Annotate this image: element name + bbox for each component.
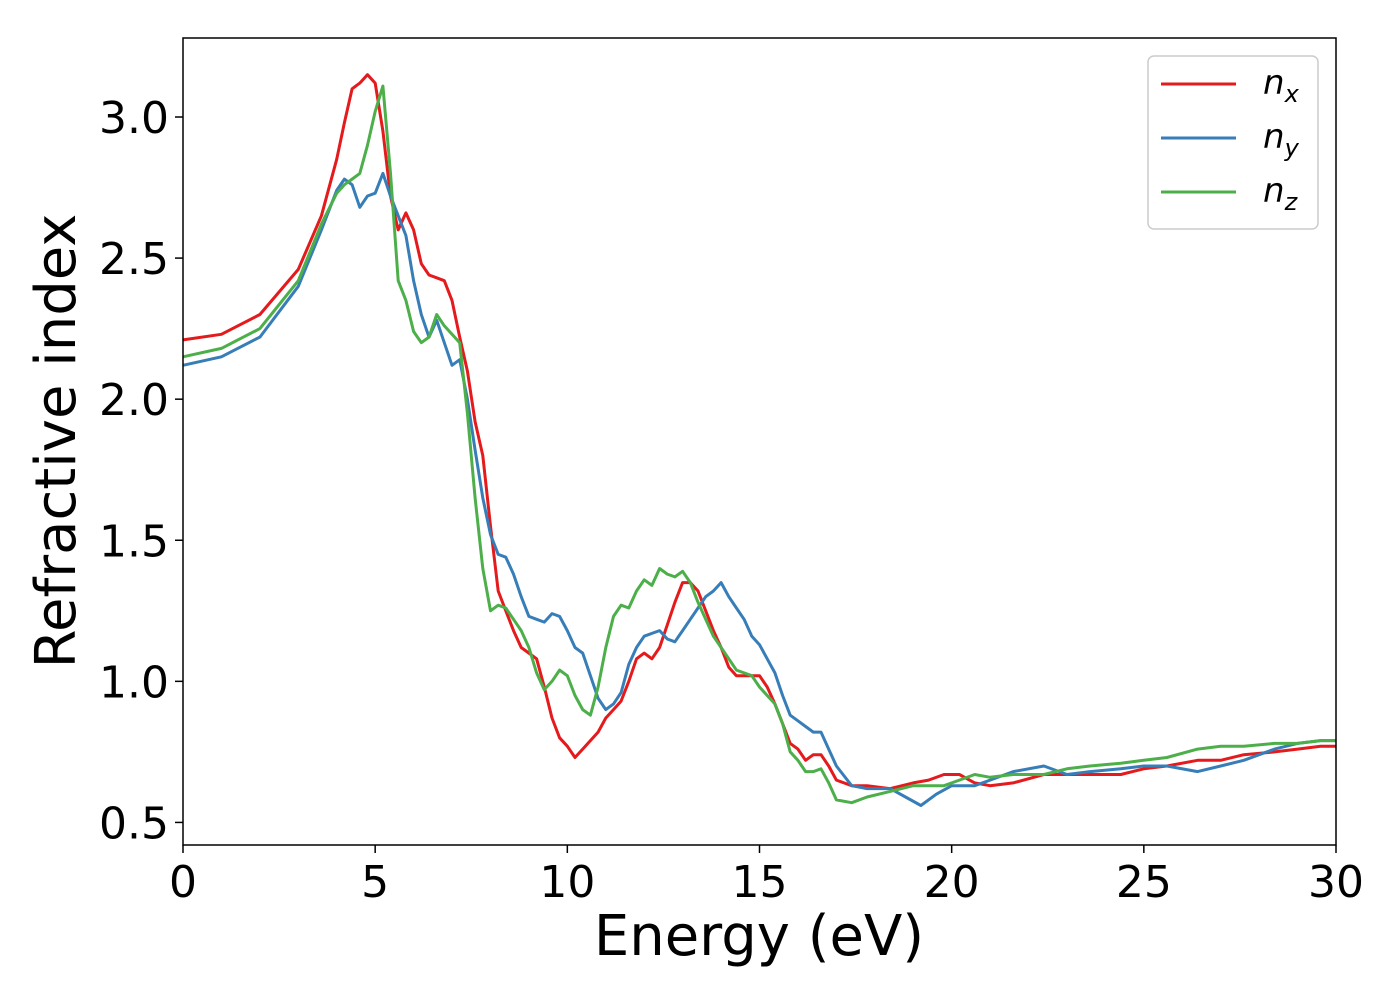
x-axis-ticks: 0 5 10 15 20 25 30 bbox=[169, 845, 1364, 908]
x-tick-label: 25 bbox=[1116, 857, 1172, 908]
y-tick-label: 1.0 bbox=[99, 657, 169, 708]
series-line-nx bbox=[182, 73, 1336, 791]
x-tick-label: 20 bbox=[924, 857, 980, 908]
series-line-ny bbox=[182, 171, 1336, 807]
x-tick-label: 0 bbox=[169, 857, 197, 908]
y-axis-label: Refractive index bbox=[24, 214, 89, 669]
y-tick-label: 1.5 bbox=[99, 516, 169, 567]
series-lines bbox=[182, 73, 1336, 807]
y-tick-label: 0.5 bbox=[99, 798, 169, 849]
x-tick-label: 5 bbox=[361, 857, 389, 908]
y-axis-ticks: 0.5 1.0 1.5 2.0 2.5 3.0 bbox=[99, 93, 183, 849]
x-tick-label: 10 bbox=[539, 857, 595, 908]
x-tick-label: 15 bbox=[732, 857, 788, 908]
y-tick-label: 2.5 bbox=[99, 234, 169, 285]
series-line-nz bbox=[182, 84, 1336, 805]
x-tick-label: 30 bbox=[1308, 857, 1364, 908]
y-tick-label: 3.0 bbox=[99, 93, 169, 144]
y-tick-label: 2.0 bbox=[99, 375, 169, 426]
x-axis-label: Energy (eV) bbox=[594, 904, 924, 969]
legend-box bbox=[1147, 55, 1319, 230]
